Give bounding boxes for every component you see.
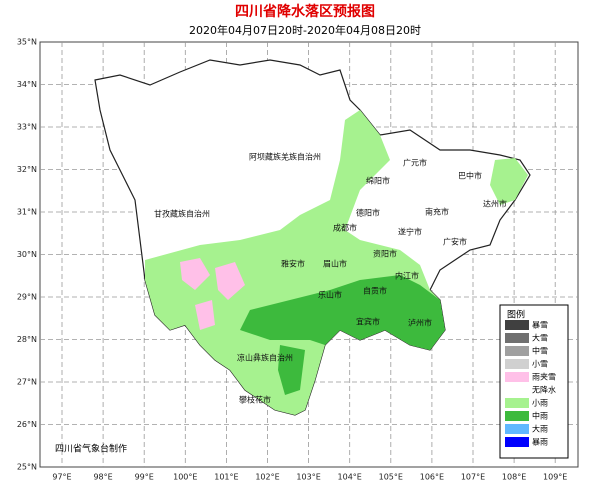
region-label: 乐山市 — [318, 290, 342, 300]
region-label: 眉山市 — [323, 259, 347, 269]
legend-label: 暴雨 — [532, 438, 548, 447]
region-label: 内江市 — [395, 271, 419, 281]
lon-label: 100°E — [173, 473, 197, 482]
lon-label: 106°E — [420, 473, 444, 482]
legend-swatch — [505, 359, 529, 369]
map-footer: 四川省气象台制作 — [55, 443, 127, 455]
legend-label: 无降水 — [532, 385, 556, 395]
lat-label: 31°N — [17, 208, 37, 217]
region-label: 南充市 — [425, 207, 449, 217]
legend-label: 小雨 — [532, 399, 548, 408]
region-label: 资阳市 — [373, 249, 397, 259]
legend-swatch — [505, 333, 529, 343]
lat-label: 28°N — [17, 335, 37, 344]
region-label: 遂宁市 — [398, 227, 422, 237]
legend-label: 中雪 — [532, 346, 548, 356]
legend-swatch — [505, 346, 529, 356]
lat-label: 26°N — [17, 420, 37, 429]
lon-label: 101°E — [214, 473, 238, 482]
moderate-rain-area — [240, 275, 445, 350]
legend-swatch — [505, 437, 529, 447]
lon-label: 104°E — [338, 473, 362, 482]
sleet-area — [180, 258, 210, 290]
lon-label: 102°E — [255, 473, 279, 482]
light-rain-area — [490, 158, 528, 205]
lon-label: 99°E — [135, 473, 154, 482]
lon-label: 109°E — [543, 473, 567, 482]
lon-label: 103°E — [296, 473, 320, 482]
region-label: 凉山彝族自治州 — [237, 353, 293, 363]
region-label: 自贡市 — [363, 286, 387, 296]
light-rain-area — [145, 110, 445, 415]
region-label: 巴中市 — [458, 171, 482, 181]
lat-label: 33°N — [17, 123, 37, 132]
lat-label: 29°N — [17, 293, 37, 302]
legend-title: 图例 — [507, 309, 525, 321]
legend-swatch — [505, 424, 529, 434]
region-label: 阿坝藏族羌族自治州 — [249, 152, 321, 162]
lat-label: 32°N — [17, 165, 37, 174]
region-label: 德阳市 — [356, 208, 380, 218]
legend-label: 大雪 — [532, 333, 548, 343]
region-label: 广安市 — [443, 237, 467, 247]
legend-swatch — [505, 398, 529, 408]
lon-label: 105°E — [379, 473, 403, 482]
legend-swatch — [505, 411, 529, 421]
sleet-area — [195, 300, 215, 330]
sleet-area — [215, 262, 245, 300]
legend-swatch — [505, 320, 529, 330]
lon-label: 97°E — [52, 473, 71, 482]
lat-label: 35°N — [17, 38, 37, 47]
region-label: 宜宾市 — [356, 317, 380, 327]
region-label: 达州市 — [483, 199, 507, 209]
region-label: 广元市 — [403, 158, 427, 168]
lat-label: 30°N — [17, 250, 37, 259]
legend-label: 大雨 — [532, 424, 548, 434]
lat-label: 34°N — [17, 80, 37, 89]
lon-label: 107°E — [461, 473, 485, 482]
map-subtitle: 2020年04月07日20时-2020年04月08日20时 — [189, 23, 421, 37]
lat-label: 27°N — [17, 378, 37, 387]
legend-label: 中雨 — [532, 411, 548, 421]
legend-swatch — [505, 372, 529, 382]
legend-label: 小雪 — [532, 360, 548, 369]
moderate-rain-area — [278, 345, 305, 395]
lat-label: 25°N — [17, 463, 37, 472]
region-label: 成都市 — [333, 223, 357, 233]
region-label: 绵阳市 — [366, 176, 390, 186]
lon-label: 98°E — [93, 473, 112, 482]
legend-label: 雨夹雪 — [532, 372, 556, 382]
map-title: 四川省降水落区预报图 — [235, 3, 375, 20]
region-label: 雅安市 — [281, 259, 305, 269]
region-label: 泸州市 — [408, 318, 432, 328]
region-label: 甘孜藏族自治州 — [154, 209, 210, 219]
region-label: 攀枝花市 — [239, 395, 271, 405]
legend-label: 暴雪 — [532, 321, 548, 330]
lon-label: 108°E — [502, 473, 526, 482]
